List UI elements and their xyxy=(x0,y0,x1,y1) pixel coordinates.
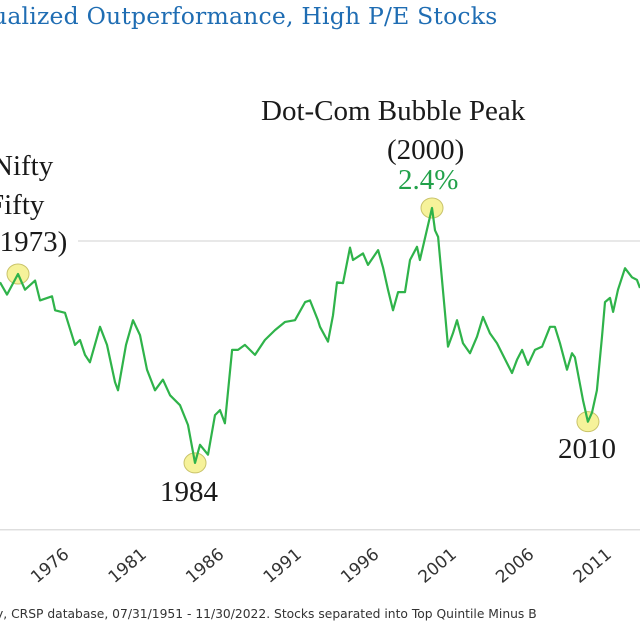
series-line xyxy=(0,206,640,464)
x-tick-label: 1991 xyxy=(260,545,306,588)
nifty-label-line3: (1973) xyxy=(0,226,68,258)
x-tick-label: 1996 xyxy=(337,545,383,588)
x-tick-label: 1986 xyxy=(182,545,228,588)
x-tick-label: 1976 xyxy=(27,545,73,588)
low-2010-label: 2010 xyxy=(558,433,616,465)
x-tick-label: 2006 xyxy=(492,545,538,588)
source-footnote: y, CRSP database, 07/31/1951 - 11/30/202… xyxy=(0,607,537,621)
nifty-label-line1: Nifty xyxy=(0,150,54,182)
x-tick-label: 1981 xyxy=(105,545,151,588)
x-tick-label: 2011 xyxy=(570,545,616,588)
dotcom-label-line2: (2000) xyxy=(387,134,465,166)
dotcom-label-line1: Dot-Com Bubble Peak xyxy=(261,95,526,127)
low-1984-label: 1984 xyxy=(160,476,218,508)
nifty-label-line2: Fifty xyxy=(0,189,45,221)
dotcom-peak-value: 2.4% xyxy=(398,164,459,196)
x-tick-label: 2001 xyxy=(415,545,461,588)
chart-title: ualized Outperformance, High P/E Stocks xyxy=(0,2,498,30)
